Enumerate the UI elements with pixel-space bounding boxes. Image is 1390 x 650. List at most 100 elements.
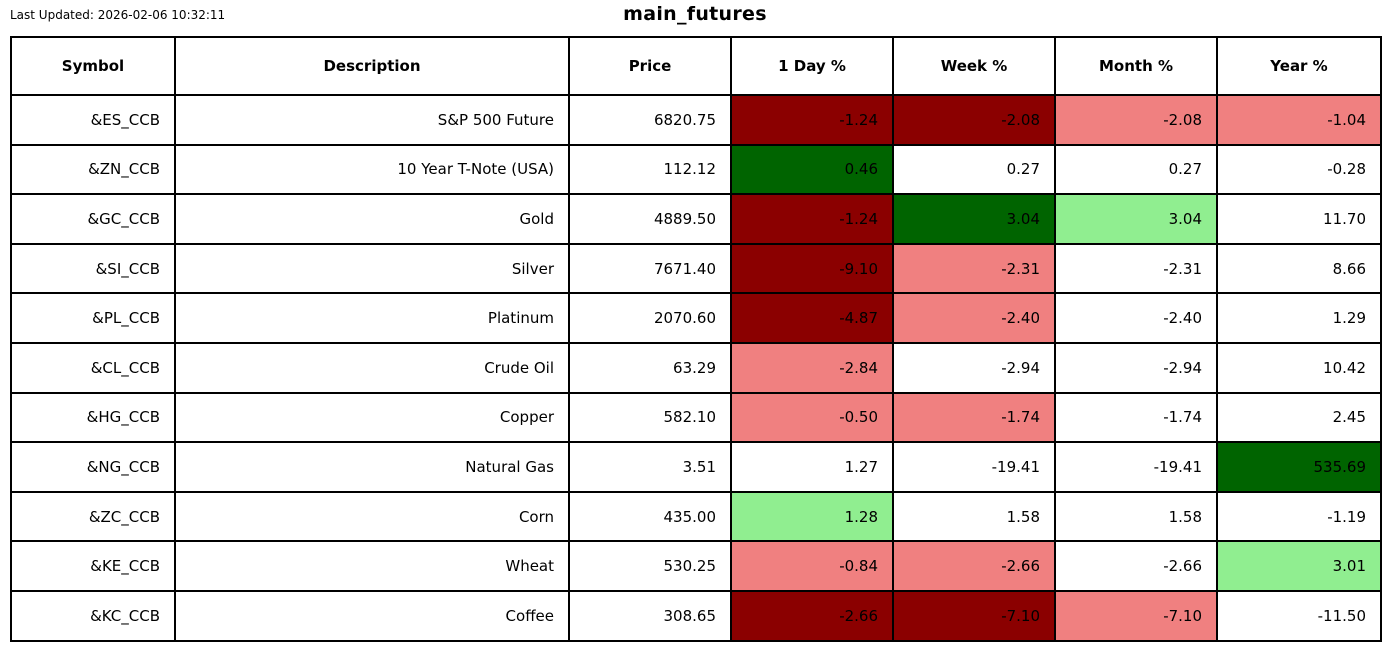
month-pct-cell: -7.10: [1054, 589, 1218, 642]
description-cell: Platinum: [174, 292, 570, 344]
column-header-week: Week %: [892, 36, 1056, 96]
column-header-1-day: 1 Day %: [730, 36, 894, 96]
column-header-symbol: Symbol: [10, 36, 176, 96]
symbol-cell: &NG_CCB: [10, 441, 176, 493]
price-cell: 582.10: [568, 391, 732, 444]
table-row: &ES_CCB S&P 500 Future 6820.75 -1.24 -2.08 -2…: [10, 94, 1382, 146]
week-pct-cell: -2.40: [892, 292, 1056, 344]
year-pct-cell: 10.42: [1216, 341, 1382, 394]
year-pct-cell: 2.45: [1216, 391, 1382, 444]
week-pct-cell: -19.41: [892, 441, 1056, 493]
day-pct-cell: -2.84: [730, 341, 894, 394]
year-pct-cell: 1.29: [1216, 292, 1382, 344]
description-cell: Coffee: [174, 589, 570, 642]
day-pct-cell: -1.24: [730, 193, 894, 245]
symbol-cell: &KE_CCB: [10, 540, 176, 592]
day-pct-cell: 0.46: [730, 143, 894, 196]
table-row: &NG_CCB Natural Gas 3.51 1.27 -19.41 -19.41 53…: [10, 441, 1382, 493]
price-cell: 2070.60: [568, 292, 732, 344]
price-cell: 308.65: [568, 589, 732, 642]
day-pct-cell: -2.66: [730, 589, 894, 642]
price-cell: 112.12: [568, 143, 732, 196]
description-cell: Gold: [174, 193, 570, 245]
description-cell: 10 Year T-Note (USA): [174, 143, 570, 196]
column-header-price: Price: [568, 36, 732, 96]
year-pct-cell: -1.04: [1216, 94, 1382, 146]
week-pct-cell: -2.94: [892, 341, 1056, 394]
table-row: &GC_CCB Gold 4889.50 -1.24 3.04 3.04 11.70: [10, 193, 1382, 245]
month-pct-cell: -2.66: [1054, 540, 1218, 592]
month-pct-cell: 1.58: [1054, 490, 1218, 543]
week-pct-cell: -7.10: [892, 589, 1056, 642]
price-cell: 435.00: [568, 490, 732, 543]
symbol-cell: &SI_CCB: [10, 242, 176, 295]
column-header-description: Description: [174, 36, 570, 96]
day-pct-cell: -0.84: [730, 540, 894, 592]
week-pct-cell: 3.04: [892, 193, 1056, 245]
day-pct-cell: -0.50: [730, 391, 894, 444]
symbol-cell: &HG_CCB: [10, 391, 176, 444]
table-row: &ZN_CCB 10 Year T-Note (USA) 112.12 0.46 0.2…: [10, 143, 1382, 196]
week-pct-cell: -1.74: [892, 391, 1056, 444]
month-pct-cell: 0.27: [1054, 143, 1218, 196]
month-pct-cell: -2.08: [1054, 94, 1218, 146]
description-cell: Copper: [174, 391, 570, 444]
year-pct-cell: 535.69: [1216, 441, 1382, 493]
price-cell: 63.29: [568, 341, 732, 394]
symbol-cell: &CL_CCB: [10, 341, 176, 394]
week-pct-cell: -2.08: [892, 94, 1056, 146]
column-header-year: Year %: [1216, 36, 1382, 96]
month-pct-cell: -2.31: [1054, 242, 1218, 295]
year-pct-cell: -11.50: [1216, 589, 1382, 642]
month-pct-cell: -1.74: [1054, 391, 1218, 444]
week-pct-cell: -2.66: [892, 540, 1056, 592]
description-cell: Crude Oil: [174, 341, 570, 394]
last-updated-text: Last Updated: 2026-02-06 10:32:11: [10, 8, 226, 22]
symbol-cell: &ZN_CCB: [10, 143, 176, 196]
table-row: &PL_CCB Platinum 2070.60 -4.87 -2.40 -2.40 1.2…: [10, 292, 1382, 344]
futures-table: Symbol Description Price 1 Day % Week % Month…: [10, 36, 1382, 642]
column-header-month: Month %: [1054, 36, 1218, 96]
symbol-cell: &GC_CCB: [10, 193, 176, 245]
week-pct-cell: 1.58: [892, 490, 1056, 543]
symbol-cell: &ES_CCB: [10, 94, 176, 146]
month-pct-cell: 3.04: [1054, 193, 1218, 245]
description-cell: Silver: [174, 242, 570, 295]
symbol-cell: &PL_CCB: [10, 292, 176, 344]
month-pct-cell: -2.40: [1054, 292, 1218, 344]
table-row: &HG_CCB Copper 582.10 -0.50 -1.74 -1.74 2.45: [10, 391, 1382, 444]
price-cell: 530.25: [568, 540, 732, 592]
table-row: &SI_CCB Silver 7671.40 -9.10 -2.31 -2.31 8.66: [10, 242, 1382, 295]
day-pct-cell: -9.10: [730, 242, 894, 295]
month-pct-cell: -2.94: [1054, 341, 1218, 394]
year-pct-cell: 8.66: [1216, 242, 1382, 295]
table-row: &CL_CCB Crude Oil 63.29 -2.84 -2.94 -2.94 10.4…: [10, 341, 1382, 394]
year-pct-cell: 3.01: [1216, 540, 1382, 592]
price-cell: 7671.40: [568, 242, 732, 295]
day-pct-cell: 1.28: [730, 490, 894, 543]
week-pct-cell: -2.31: [892, 242, 1056, 295]
day-pct-cell: -4.87: [730, 292, 894, 344]
year-pct-cell: -0.28: [1216, 143, 1382, 196]
symbol-cell: &KC_CCB: [10, 589, 176, 642]
table-row: &ZC_CCB Corn 435.00 1.28 1.58 1.58 -1.19: [10, 490, 1382, 543]
table-row: &KE_CCB Wheat 530.25 -0.84 -2.66 -2.66 3.01: [10, 540, 1382, 592]
day-pct-cell: 1.27: [730, 441, 894, 493]
month-pct-cell: -19.41: [1054, 441, 1218, 493]
description-cell: S&P 500 Future: [174, 94, 570, 146]
description-cell: Corn: [174, 490, 570, 543]
year-pct-cell: 11.70: [1216, 193, 1382, 245]
symbol-cell: &ZC_CCB: [10, 490, 176, 543]
table-header-row: Symbol Description Price 1 Day % Week % Month…: [10, 36, 1382, 96]
description-cell: Natural Gas: [174, 441, 570, 493]
year-pct-cell: -1.19: [1216, 490, 1382, 543]
page-title: main_futures: [623, 3, 767, 25]
day-pct-cell: -1.24: [730, 94, 894, 146]
week-pct-cell: 0.27: [892, 143, 1056, 196]
price-cell: 6820.75: [568, 94, 732, 146]
table-row: &KC_CCB Coffee 308.65 -2.66 -7.10 -7.10 -11.50: [10, 589, 1382, 642]
price-cell: 4889.50: [568, 193, 732, 245]
description-cell: Wheat: [174, 540, 570, 592]
price-cell: 3.51: [568, 441, 732, 493]
